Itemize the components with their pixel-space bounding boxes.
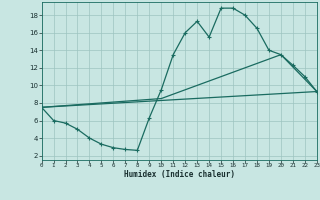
X-axis label: Humidex (Indice chaleur): Humidex (Indice chaleur) [124,170,235,179]
